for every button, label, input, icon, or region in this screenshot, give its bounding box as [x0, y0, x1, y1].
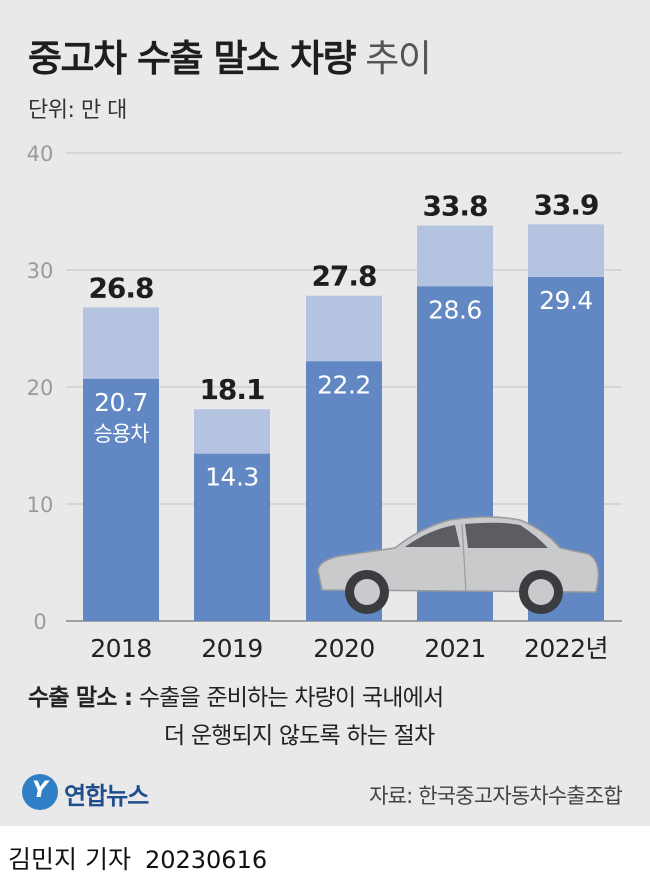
bar-other — [528, 224, 604, 278]
x-tick-label: 2019 — [201, 634, 263, 663]
x-tick-label: 2021 — [424, 634, 486, 663]
y-tick-label: 30 — [27, 259, 54, 283]
yonhap-logo: Y 연합뉴스 — [22, 772, 182, 812]
total-label: 33.8 — [422, 190, 487, 223]
logo-name: 연합뉴스 — [64, 782, 149, 810]
title-light: 추이 — [365, 37, 432, 80]
total-label: 27.8 — [311, 260, 376, 293]
bar-other — [306, 295, 382, 362]
bar-other — [83, 307, 159, 379]
car-window — [405, 525, 460, 547]
car-window-rear — [465, 522, 548, 548]
total-label: 18.1 — [199, 373, 264, 406]
x-tick-label: 2018 — [90, 634, 152, 663]
total-label: 26.8 — [88, 271, 153, 304]
y-tick-label: 40 — [27, 142, 54, 166]
y-tick-label: 20 — [27, 376, 54, 400]
passenger-value-label: 22.2 — [317, 370, 371, 399]
passenger-value-label: 20.7 — [94, 388, 148, 417]
bar-chart: 0 10 20 30 40 26.8 20.7 승용차 2018 18.1 14.3 2019 27.… — [27, 142, 622, 663]
byline: 김민지 기자 20230616 — [8, 840, 267, 876]
bar-passenger — [83, 378, 159, 621]
total-label: 33.9 — [533, 188, 598, 221]
chart-title: 중고차 수출 말소 차량 추이 — [28, 28, 432, 82]
title-bold: 중고차 수출 말소 차량 — [28, 37, 357, 80]
bar-other — [194, 409, 270, 454]
y-tick-label: 0 — [33, 610, 46, 634]
note-line1: 수출을 준비하는 차량이 국내에서 — [138, 685, 444, 711]
note-line2: 더 운행되지 않도록 하는 절차 — [164, 723, 435, 749]
x-tick-label: 2020 — [313, 634, 375, 663]
x-tick-label: 2022년 — [524, 634, 608, 663]
car-illustration — [317, 516, 600, 614]
byline-date: 20230616 — [144, 846, 268, 874]
series-annotation: 승용차 — [94, 422, 150, 446]
note-term: 수출 말소 : — [28, 685, 133, 711]
byline-author: 김민지 기자 — [8, 845, 131, 874]
y-tick-label: 10 — [27, 493, 54, 517]
unit-label: 단위: 만 대 — [28, 98, 127, 123]
passenger-value-label: 14.3 — [205, 463, 259, 492]
bar-other — [417, 225, 493, 287]
bar-passenger — [194, 453, 270, 621]
source-label: 자료: 한국중고자동차수출조합 — [369, 784, 623, 808]
passenger-value-label: 28.6 — [428, 295, 482, 324]
passenger-value-label: 29.4 — [539, 286, 593, 315]
logo-emblem-icon: Y — [22, 774, 58, 810]
